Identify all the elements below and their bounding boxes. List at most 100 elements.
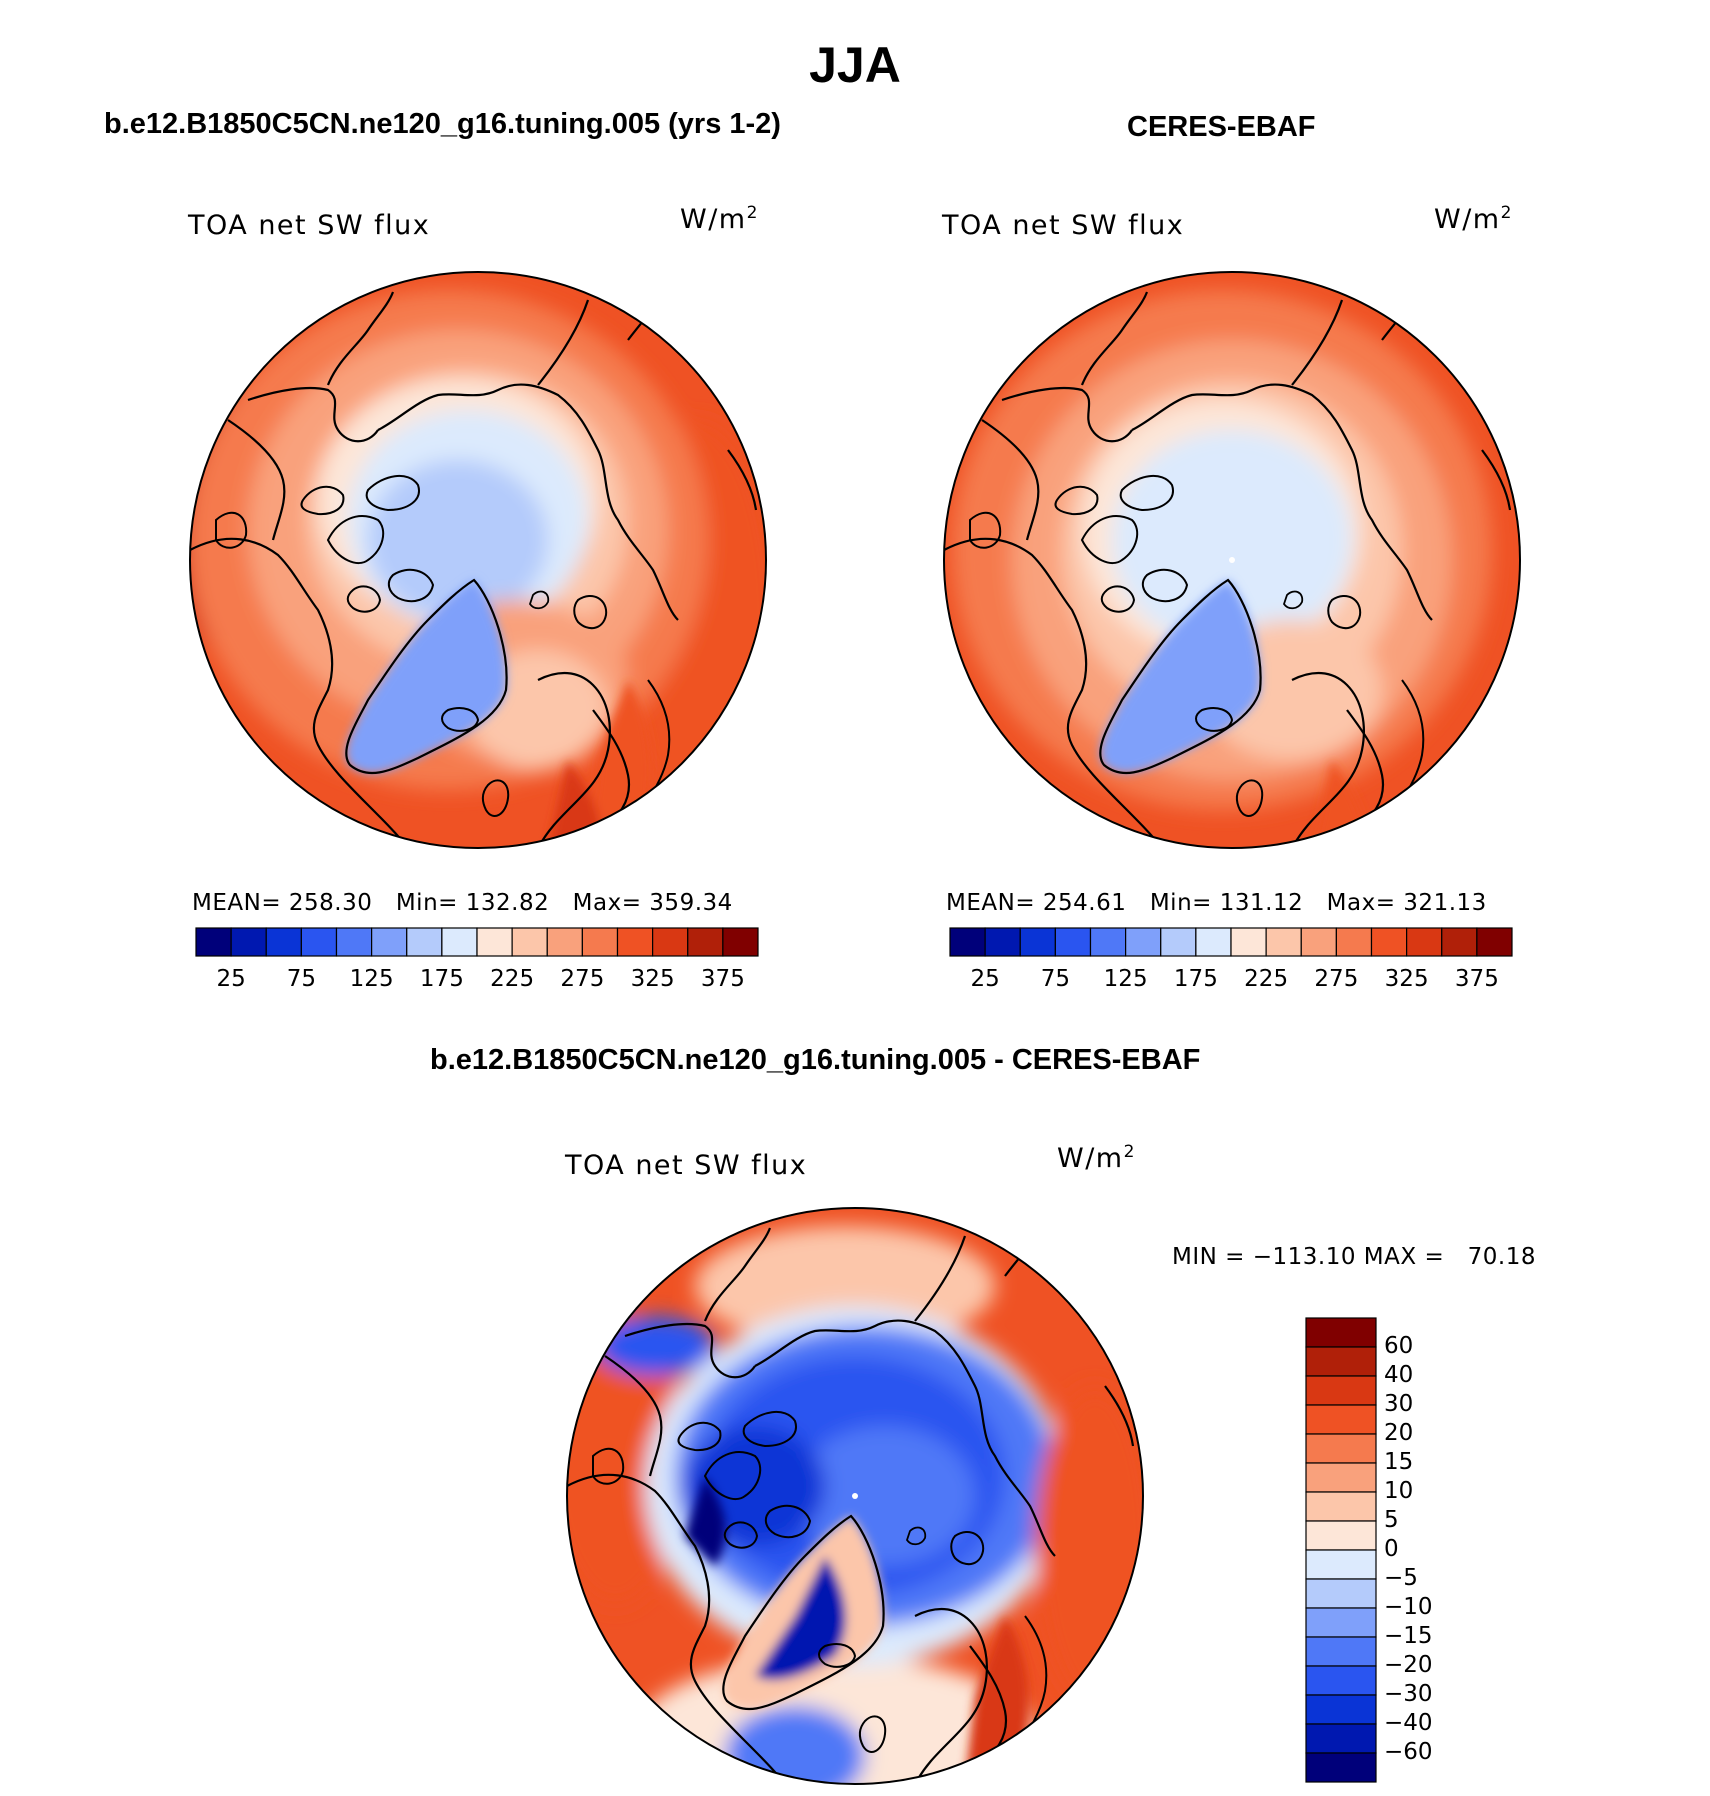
colorbar-swatch bbox=[1370, 927, 1408, 957]
colorbar-swatch bbox=[1305, 1665, 1377, 1696]
colorbar-swatch bbox=[1305, 1433, 1377, 1464]
colorbar-tick-label: −5 bbox=[1384, 1565, 1418, 1591]
colorbar-tick-label: 30 bbox=[1384, 1391, 1414, 1417]
colorbar-swatch bbox=[371, 927, 408, 957]
colorbar-tick-label: −40 bbox=[1384, 1710, 1433, 1736]
variable-label-model: TOA net SW flux bbox=[188, 210, 431, 241]
colorbar-tick-label: 20 bbox=[1384, 1420, 1414, 1446]
stats-model: MEAN= 258.30 Min= 132.82 Max= 359.34 bbox=[192, 890, 733, 916]
colorbar-tick-label: −15 bbox=[1384, 1623, 1433, 1649]
colorbar-tick-label: 25 bbox=[216, 966, 246, 992]
colorbar-swatch bbox=[476, 927, 513, 957]
colorbar-tick-label: 75 bbox=[1040, 966, 1071, 992]
colorbar-tick-label: −20 bbox=[1384, 1652, 1433, 1678]
colorbar-swatch bbox=[616, 927, 654, 957]
units-label-diff: W/m2 bbox=[1057, 1142, 1136, 1174]
colorbar-model bbox=[195, 927, 759, 957]
colorbar-tick-label: 10 bbox=[1384, 1478, 1414, 1504]
colorbar-swatch bbox=[722, 927, 759, 957]
colorbar-swatch bbox=[1305, 1549, 1377, 1580]
colorbar-swatch bbox=[1305, 1404, 1377, 1435]
colorbar-tick-label: −10 bbox=[1384, 1594, 1433, 1620]
panel-title-diff: b.e12.B1850C5CN.ne120_g16.tuning.005 - C… bbox=[430, 1044, 1201, 1076]
colorbar-swatch bbox=[984, 927, 1021, 957]
colorbar-swatch bbox=[1305, 1723, 1377, 1754]
panel-title-obs: CERES-EBAF bbox=[1127, 111, 1316, 143]
colorbar-tick-label: 225 bbox=[1244, 966, 1289, 992]
colorbar-swatch bbox=[335, 927, 373, 957]
colorbar-swatch bbox=[1305, 1694, 1377, 1725]
colorbar-tick-label: 275 bbox=[560, 966, 605, 992]
colorbar-swatch bbox=[1406, 927, 1443, 957]
colorbar-tick-label: 225 bbox=[490, 966, 535, 992]
colorbar-swatch bbox=[406, 927, 443, 957]
colorbar-swatch bbox=[1305, 1607, 1377, 1638]
colorbar-tick-label: 5 bbox=[1384, 1507, 1399, 1533]
polar-map-diff bbox=[566, 1207, 1144, 1785]
polar-map-obs bbox=[943, 271, 1521, 849]
colorbar-tick-label: 175 bbox=[419, 966, 464, 992]
colorbar-obs-labels: 25 75 125 175 225 275 325 375 bbox=[950, 966, 1512, 996]
colorbar-swatch bbox=[230, 927, 267, 957]
colorbar-swatch bbox=[1305, 1317, 1377, 1348]
colorbar-swatch bbox=[652, 927, 689, 957]
colorbar-tick-label: 325 bbox=[1384, 966, 1429, 992]
colorbar-swatch bbox=[1160, 927, 1197, 957]
figure-title: JJA bbox=[809, 37, 901, 93]
colorbar-tick-label: −30 bbox=[1384, 1681, 1433, 1707]
colorbar-tick-label: 15 bbox=[1384, 1449, 1414, 1475]
colorbar-swatch bbox=[441, 927, 478, 957]
colorbar-swatch bbox=[949, 927, 986, 957]
colorbar-diff bbox=[1305, 1317, 1377, 1783]
colorbar-model-labels: 25 75 125 175 225 275 325 375 bbox=[196, 966, 758, 996]
colorbar-tick-label: 40 bbox=[1384, 1362, 1414, 1388]
colorbar-tick-label: 125 bbox=[349, 966, 394, 992]
stats-diff: MIN = −113.10 MAX = 70.18 bbox=[1172, 1244, 1537, 1270]
colorbar-swatch bbox=[1305, 1578, 1377, 1609]
colorbar-swatch bbox=[1230, 927, 1267, 957]
colorbar-swatch bbox=[1305, 1346, 1377, 1377]
colorbar-tick-label: 0 bbox=[1384, 1536, 1399, 1562]
colorbar-diff-labels: 60 40 30 20 15 10 5 0 −5 −10 −15 −20 −30 −40 −60 bbox=[1384, 1318, 1474, 1782]
variable-label-obs: TOA net SW flux bbox=[942, 210, 1185, 241]
colorbar-tick-label: 275 bbox=[1314, 966, 1359, 992]
colorbar-tick-label: 60 bbox=[1384, 1333, 1414, 1359]
colorbar-obs bbox=[949, 927, 1513, 957]
stats-obs: MEAN= 254.61 Min= 131.12 Max= 321.13 bbox=[946, 890, 1487, 916]
colorbar-swatch bbox=[1305, 1375, 1377, 1406]
units-label-model: W/m2 bbox=[680, 203, 759, 235]
colorbar-swatch bbox=[581, 927, 619, 957]
colorbar-tick-label: 125 bbox=[1103, 966, 1148, 992]
colorbar-tick-label: 75 bbox=[286, 966, 317, 992]
colorbar-tick-label: 375 bbox=[700, 966, 745, 992]
colorbar-tick-label: 325 bbox=[630, 966, 675, 992]
colorbar-tick-label: 375 bbox=[1454, 966, 1499, 992]
colorbar-swatch bbox=[300, 927, 338, 957]
colorbar-swatch bbox=[265, 927, 302, 957]
colorbar-tick-label: 25 bbox=[970, 966, 1000, 992]
colorbar-swatch bbox=[1089, 927, 1127, 957]
colorbar-swatch bbox=[1265, 927, 1302, 957]
units-label-obs: W/m2 bbox=[1434, 203, 1513, 235]
colorbar-swatch bbox=[1441, 927, 1478, 957]
colorbar-swatch bbox=[1305, 1520, 1377, 1551]
colorbar-swatch bbox=[195, 927, 232, 957]
variable-label-diff: TOA net SW flux bbox=[565, 1150, 808, 1181]
colorbar-swatch bbox=[1019, 927, 1056, 957]
colorbar-swatch bbox=[687, 927, 724, 957]
colorbar-swatch bbox=[1305, 1636, 1377, 1667]
colorbar-swatch bbox=[1305, 1491, 1377, 1522]
polar-map-model bbox=[189, 271, 767, 849]
colorbar-swatch bbox=[1335, 927, 1373, 957]
colorbar-swatch bbox=[511, 927, 548, 957]
colorbar-swatch bbox=[1305, 1752, 1377, 1783]
colorbar-swatch bbox=[1195, 927, 1232, 957]
colorbar-swatch bbox=[1305, 1462, 1377, 1493]
panel-title-model: b.e12.B1850C5CN.ne120_g16.tuning.005 (yr… bbox=[104, 108, 781, 140]
colorbar-swatch bbox=[1054, 927, 1092, 957]
colorbar-swatch bbox=[1300, 927, 1337, 957]
colorbar-swatch bbox=[1125, 927, 1162, 957]
colorbar-tick-label: 175 bbox=[1173, 966, 1218, 992]
colorbar-tick-label: −60 bbox=[1384, 1739, 1433, 1765]
colorbar-swatch bbox=[546, 927, 583, 957]
